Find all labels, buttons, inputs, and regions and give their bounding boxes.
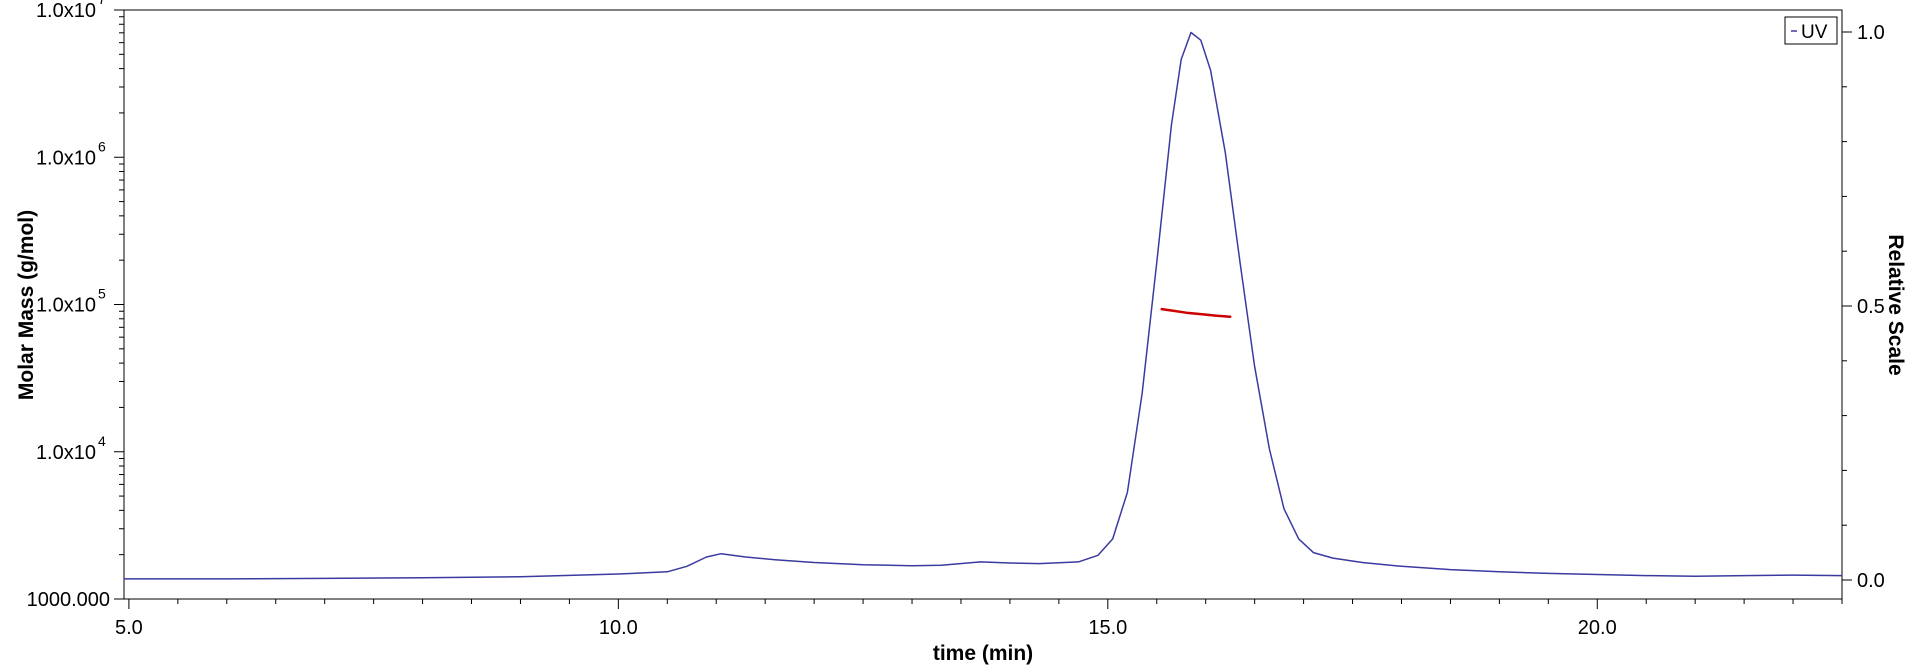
y-axis-right-title: Relative Scale (1884, 234, 1907, 375)
y-axis-right: 0.0 0.5 1.0 (1842, 22, 1885, 592)
x-axis: 5.0 10.0 15.0 20.0 (115, 599, 1843, 639)
y-left-tick-label: 1.0x10 (36, 295, 96, 317)
x-tick-label: 20.0 (1578, 617, 1617, 639)
y-left-tick-exponent: 5 (98, 286, 106, 302)
y-left-tick-exponent: 6 (98, 138, 106, 154)
uv-trace-line (123, 31, 1843, 580)
y-left-tick-label: 1.0x10 (36, 442, 96, 464)
y-left-tick-label: 1.0x10 (36, 0, 96, 22)
y-right-tick-label: 1.0 (1857, 22, 1885, 44)
x-axis-title: time (min) (933, 642, 1033, 665)
x-tick-label: 15.0 (1088, 617, 1127, 639)
y-left-tick-exponent: 4 (98, 433, 106, 449)
legend-label-uv: UV (1801, 22, 1828, 43)
y-left-tick-label: 1.0x10 (36, 147, 96, 169)
x-tick-label: 5.0 (115, 617, 143, 639)
series-layer (123, 31, 1843, 580)
y-right-tick-label: 0.0 (1857, 570, 1885, 592)
y-left-tick-label: 1000.000 (27, 589, 110, 611)
y-right-tick-label: 0.5 (1857, 296, 1885, 318)
y-axis-left-title: Molar Mass (g/mol) (15, 210, 38, 400)
legend: UV (1784, 16, 1838, 45)
molar-mass-line (1160, 307, 1232, 319)
plot-frame (123, 9, 1843, 600)
y-left-tick-exponent: 7 (98, 0, 106, 7)
x-tick-label: 10.0 (599, 617, 638, 639)
